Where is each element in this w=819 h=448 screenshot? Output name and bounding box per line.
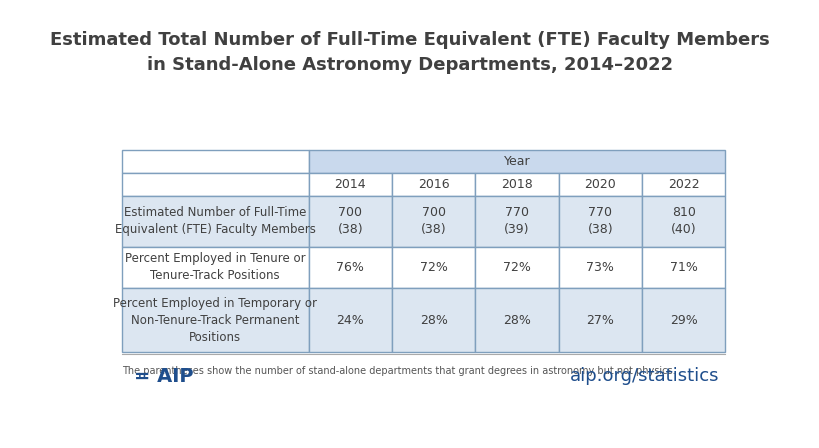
Text: Year: Year <box>503 155 530 168</box>
Text: 71%: 71% <box>669 261 697 274</box>
Bar <box>391 196 475 247</box>
Bar <box>475 173 558 196</box>
Text: 2018: 2018 <box>500 178 532 191</box>
Bar <box>558 288 641 352</box>
Text: 2014: 2014 <box>334 178 366 191</box>
Bar <box>121 196 308 247</box>
Bar <box>558 196 641 247</box>
Text: 810
(40): 810 (40) <box>670 207 695 237</box>
Bar <box>121 288 308 352</box>
Bar <box>121 173 308 196</box>
Text: Percent Employed in Tenure or
Tenure-Track Positions: Percent Employed in Tenure or Tenure-Tra… <box>124 252 305 282</box>
Text: aip.org/statistics: aip.org/statistics <box>568 367 718 385</box>
Bar <box>308 288 391 352</box>
Text: Estimated Total Number of Full-Time Equivalent (FTE) Faculty Members
in Stand-Al: Estimated Total Number of Full-Time Equi… <box>50 31 769 74</box>
Bar <box>308 173 391 196</box>
Bar <box>391 247 475 288</box>
Bar <box>121 151 308 173</box>
Text: 29%: 29% <box>669 314 697 327</box>
Text: 76%: 76% <box>336 261 364 274</box>
Bar <box>641 196 724 247</box>
Text: 770
(39): 770 (39) <box>504 207 529 237</box>
Text: 72%: 72% <box>419 261 447 274</box>
Bar <box>641 173 724 196</box>
Text: 24%: 24% <box>336 314 364 327</box>
Bar <box>308 196 391 247</box>
Bar <box>308 247 391 288</box>
Text: 28%: 28% <box>419 314 447 327</box>
Bar <box>558 173 641 196</box>
Text: 700
(38): 700 (38) <box>337 207 363 237</box>
Bar <box>641 288 724 352</box>
Bar <box>475 196 558 247</box>
Text: Percent Employed in Temporary or
Non-Tenure-Track Permanent
Positions: Percent Employed in Temporary or Non-Ten… <box>113 297 317 344</box>
Text: 72%: 72% <box>502 261 530 274</box>
Text: 73%: 73% <box>586 261 613 274</box>
Text: The parentheses show the number of stand-alone departments that grant degrees in: The parentheses show the number of stand… <box>121 366 674 376</box>
Text: 770
(38): 770 (38) <box>586 207 613 237</box>
Text: Estimated Number of Full-Time
Equivalent (FTE) Faculty Members: Estimated Number of Full-Time Equivalent… <box>115 207 315 237</box>
Bar <box>475 247 558 288</box>
Text: 2020: 2020 <box>584 178 615 191</box>
Bar <box>391 288 475 352</box>
Bar <box>391 173 475 196</box>
Text: ≖ AIP: ≖ AIP <box>134 367 193 386</box>
Text: 2022: 2022 <box>667 178 699 191</box>
Text: 28%: 28% <box>502 314 530 327</box>
Bar <box>558 247 641 288</box>
Bar <box>121 247 308 288</box>
Text: 27%: 27% <box>586 314 613 327</box>
Text: 2016: 2016 <box>418 178 449 191</box>
Bar <box>641 247 724 288</box>
Bar <box>475 288 558 352</box>
Bar <box>308 151 725 173</box>
Text: 700
(38): 700 (38) <box>420 207 446 237</box>
